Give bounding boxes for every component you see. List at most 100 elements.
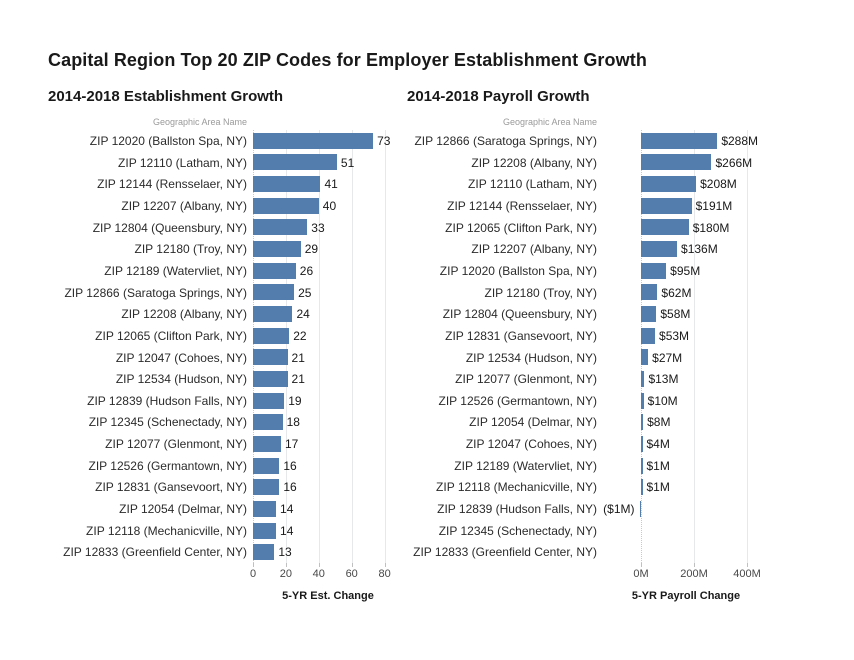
column-header-label: Geographic Area Name [502,117,597,127]
bar[interactable] [641,154,712,171]
category-label: ZIP 12833 (Greenfield Center, NY) [413,545,597,560]
category-label: ZIP 12020 (Ballston Spa, NY) [439,263,597,278]
category-label: ZIP 12047 (Cohoes, NY) [115,350,247,365]
bar[interactable] [641,435,643,452]
bar[interactable] [253,457,280,474]
value-label: 41 [324,177,338,192]
bar[interactable] [253,262,296,279]
bar[interactable] [641,132,718,149]
value-label: 26 [299,263,314,278]
bar[interactable] [639,500,641,517]
axis-tick-label: 20 [279,568,293,580]
category-label: ZIP 12065 (Clifton Park, NY) [95,328,247,343]
value-label: 29 [304,242,319,257]
axis-tick-label: 400M [733,568,761,580]
value-label: 17 [284,437,299,452]
plot-area-establishment: ZIP 12020 (Ballston Spa, NY) 73 ZIP 12110 … [40,130,420,580]
value-label: $62M [661,285,692,300]
value-label: $27M [652,350,683,365]
bar[interactable] [641,349,649,366]
gridline [384,130,386,563]
payroll-growth-chart: 2014-2018 Payroll Growth Geographic Area… [400,88,810,653]
bar[interactable] [641,414,644,431]
value-label: 22 [293,328,307,343]
bar[interactable] [641,370,645,387]
value-label: $180M [692,220,730,235]
value-label: $191M [695,198,733,213]
bar[interactable] [253,370,288,387]
bar[interactable] [641,392,644,409]
axis-tick-label: 40 [312,568,325,580]
bar[interactable] [253,327,290,344]
axis-tick [253,563,254,567]
bar[interactable] [641,479,643,496]
category-label: ZIP 12345 (Schenectady, NY) [88,415,247,430]
value-label: $288M [721,134,759,148]
category-label: ZIP 12110 (Latham, NY) [468,177,597,192]
category-label: ZIP 12526 (Germantown, NY) [88,458,247,473]
category-label: ZIP 12804 (Queensbury, NY) [442,307,597,322]
bar[interactable] [253,414,283,431]
bar[interactable] [253,349,288,366]
bar[interactable] [253,284,295,301]
column-header-label: Geographic Area Name [152,117,247,127]
bar[interactable] [641,327,656,344]
bar[interactable] [641,457,643,474]
value-label: $53M [659,328,690,343]
category-label: ZIP 12180 (Troy, NY) [134,242,247,257]
bar[interactable] [253,435,281,452]
category-label: ZIP 12054 (Delmar, NY) [119,502,247,517]
category-label: ZIP 12020 (Ballston Spa, NY) [89,134,247,148]
category-label: ZIP 12054 (Delmar, NY) [469,415,597,430]
category-label: ZIP 12831 (Gansevoort, NY) [445,328,597,343]
gridline [694,130,695,563]
bar[interactable] [253,241,301,258]
bar[interactable] [641,197,692,214]
axis-tick [641,563,642,567]
gridline [318,130,320,563]
bar[interactable] [253,479,280,496]
value-label: 40 [322,198,337,213]
value-label: 24 [296,307,310,322]
axis-tick-label: 60 [345,568,358,580]
bar[interactable] [253,544,275,561]
bar[interactable] [253,392,285,409]
category-label: ZIP 12839 (Hudson Falls, NY) [437,502,597,517]
category-label: ZIP 12526 (Germantown, NY) [438,393,597,408]
value-label: $136M [681,242,718,257]
value-label: $58M [660,307,691,322]
gridline [285,130,287,563]
value-label: $208M [700,177,737,192]
category-label: ZIP 12180 (Troy, NY) [484,285,597,300]
bar[interactable] [641,241,678,258]
bar[interactable] [253,197,319,214]
category-label: ZIP 12207 (Albany, NY) [121,198,247,213]
page-title: Capital Region Top 20 ZIP Codes for Empl… [48,50,647,70]
category-label: ZIP 12189 (Watervliet, NY) [104,263,247,278]
category-label: ZIP 12534 (Hudson, NY) [115,372,247,387]
bar[interactable] [641,284,658,301]
value-label: $4M [646,437,670,452]
gridline [351,130,353,563]
axis-tick [747,563,748,567]
category-label: ZIP 12189 (Watervliet, NY) [454,458,597,473]
axis-tick-label: 0 [249,568,257,580]
category-label: ZIP 12804 (Queensbury, NY) [92,220,247,235]
bar[interactable] [253,522,277,539]
bar[interactable] [253,176,321,193]
bar[interactable] [641,219,689,236]
value-label: $266M [715,155,753,170]
bar[interactable] [641,306,657,322]
bar[interactable] [253,500,277,517]
bar[interactable] [253,154,337,171]
category-label: ZIP 12077 (Glenmont, NY) [105,437,247,452]
bar[interactable] [253,219,308,236]
category-label: ZIP 12831 (Gansevoort, NY) [95,480,247,495]
axis-tick [694,563,695,567]
bar[interactable] [641,176,697,193]
bar[interactable] [253,132,374,149]
value-label: 21 [291,372,305,387]
value-label: 51 [340,155,355,170]
bar[interactable] [253,306,293,322]
bar[interactable] [641,262,667,279]
